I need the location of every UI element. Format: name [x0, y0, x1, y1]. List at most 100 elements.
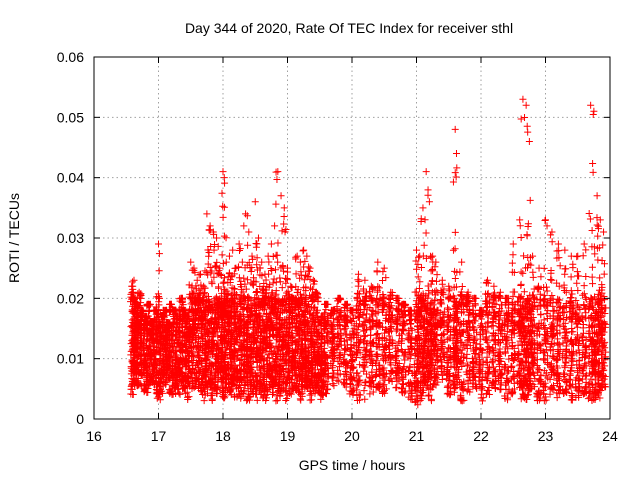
data-point [353, 369, 361, 377]
data-point [249, 255, 257, 263]
data-point [292, 253, 300, 261]
data-point [296, 258, 304, 266]
data-point [411, 288, 419, 296]
data-point [143, 362, 151, 370]
data-point [247, 267, 255, 275]
data-point [360, 387, 368, 395]
data-point [152, 355, 160, 363]
data-point [417, 263, 425, 271]
data-point [413, 246, 420, 254]
data-point [145, 307, 153, 315]
data-point [156, 396, 164, 404]
data-point [187, 258, 195, 266]
data-point [272, 200, 280, 208]
data-point [355, 277, 363, 285]
data-point [155, 267, 163, 275]
data-point [366, 390, 374, 398]
data-point [413, 265, 421, 273]
data-point [156, 377, 164, 385]
data-point [155, 294, 163, 302]
data-point [267, 240, 275, 248]
data-point [305, 267, 313, 275]
data-point [134, 380, 142, 388]
data-point [288, 283, 296, 291]
data-point [214, 270, 222, 278]
data-point [274, 258, 282, 266]
data-point [242, 210, 250, 218]
data-point [129, 285, 137, 293]
data-point [240, 222, 248, 230]
data-point [374, 258, 382, 266]
data-point [139, 340, 147, 348]
chart-title: Day 344 of 2020, Rate Of TEC Index for r… [185, 20, 513, 36]
data-point [155, 250, 163, 258]
data-point [322, 300, 330, 308]
data-point [129, 390, 137, 398]
data-point [297, 396, 305, 404]
data-point [172, 351, 180, 359]
data-point [265, 258, 273, 266]
data-point [193, 276, 201, 284]
data-point [342, 346, 350, 354]
data-point [130, 276, 138, 284]
data-point [361, 395, 369, 403]
data-point [253, 240, 261, 248]
data-point [220, 203, 228, 211]
data-point [218, 189, 226, 197]
data-point [215, 284, 223, 292]
data-point [416, 278, 424, 286]
data-point [167, 300, 175, 308]
data-point [140, 365, 148, 373]
data-point [248, 252, 256, 260]
data-point [151, 331, 159, 339]
data-point [136, 302, 144, 310]
data-point [219, 279, 227, 287]
data-point [146, 332, 154, 340]
data-point [171, 306, 179, 314]
data-point [379, 268, 387, 276]
data-point [392, 327, 400, 335]
data-point [253, 254, 261, 262]
data-point [278, 227, 286, 235]
data-point [203, 210, 211, 218]
data-point [419, 204, 427, 212]
data-point [166, 388, 174, 396]
data-points [127, 95, 610, 409]
data-point [300, 246, 308, 254]
data-point [219, 168, 227, 176]
data-point [354, 270, 362, 278]
data-point [380, 264, 388, 272]
data-point [219, 202, 227, 210]
data-point [420, 241, 428, 249]
data-point [299, 247, 307, 255]
data-point [139, 339, 147, 347]
data-point [206, 222, 214, 230]
data-point [235, 240, 243, 248]
data-point [152, 362, 160, 370]
data-point [150, 325, 158, 333]
data-point [220, 232, 228, 240]
data-point [152, 337, 160, 345]
data-point [137, 334, 145, 342]
data-point [271, 222, 279, 230]
data-point [277, 192, 285, 200]
data-point [153, 307, 161, 315]
data-point [169, 319, 177, 327]
data-point [149, 365, 157, 373]
data-point [208, 395, 216, 403]
data-point [280, 204, 288, 212]
data-point [156, 349, 164, 357]
data-point [143, 314, 151, 322]
data-point [137, 290, 145, 298]
data-point [161, 306, 169, 314]
data-point [129, 294, 137, 302]
data-point [220, 174, 228, 182]
data-point [216, 271, 224, 279]
data-point [354, 276, 362, 284]
data-point [273, 251, 281, 259]
data-point [196, 270, 204, 278]
data-point [373, 267, 381, 275]
data-point [170, 363, 178, 371]
data-point [308, 396, 316, 404]
data-point [151, 360, 159, 368]
